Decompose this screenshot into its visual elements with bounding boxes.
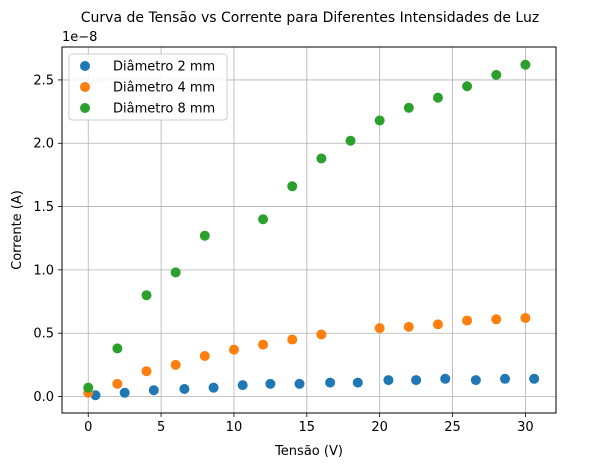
data-points — [83, 59, 540, 401]
series-3-point — [258, 214, 269, 225]
series-1-point — [237, 380, 248, 391]
series-2-point — [374, 323, 385, 334]
x-tick-label: 15 — [299, 420, 316, 435]
series-1-point — [440, 373, 451, 384]
series-3-point — [170, 267, 181, 278]
series-1-point — [208, 382, 219, 393]
series-2-point — [228, 344, 239, 355]
grid — [62, 47, 556, 413]
series-2-point — [170, 359, 181, 370]
series-1-point — [411, 375, 422, 386]
series-2-point — [112, 378, 123, 389]
series-2-point — [432, 319, 443, 330]
series-3-point — [316, 153, 327, 164]
legend-marker — [80, 61, 90, 71]
x-tick-label: 20 — [371, 420, 388, 435]
series-2-point — [462, 315, 473, 326]
series-3-point — [199, 230, 210, 241]
series-1-point — [325, 377, 336, 388]
y-axis-label: Corrente (A) — [10, 190, 25, 270]
series-3-point — [374, 115, 385, 126]
series-1-point — [383, 375, 394, 386]
series-2-point — [520, 313, 531, 324]
legend-label: Diâmetro 2 mm — [113, 60, 215, 75]
series-1-point — [529, 373, 540, 384]
series-3-point — [83, 382, 94, 393]
series-2-point — [258, 339, 269, 350]
series-3-point — [432, 92, 443, 103]
series-1-point — [294, 378, 305, 389]
series-1-point — [148, 385, 159, 396]
legend-label: Diâmetro 8 mm — [113, 102, 215, 117]
y-tick-label: 2.5 — [33, 73, 54, 88]
legend-marker — [80, 103, 90, 113]
chart-title: Curva de Tensão vs Corrente para Diferen… — [81, 10, 539, 26]
series-3-point — [345, 135, 356, 146]
y-tick-label: 2.0 — [33, 137, 54, 152]
y-tick-label: 0.0 — [33, 390, 54, 405]
y-tick-label: 0.5 — [33, 327, 54, 342]
x-tick-label: 0 — [84, 420, 92, 435]
x-tick-label: 5 — [157, 420, 165, 435]
x-tick-label: 30 — [517, 420, 534, 435]
series-2-point — [403, 321, 414, 332]
series-2-point — [141, 366, 152, 377]
series-2-point — [491, 314, 502, 325]
x-axis-label: Tensão (V) — [274, 444, 343, 459]
series-3-point — [491, 69, 502, 80]
legend-label: Diâmetro 4 mm — [113, 81, 215, 96]
series-3-point — [403, 102, 414, 113]
series-1-point — [352, 377, 363, 388]
series-1-point — [179, 383, 190, 394]
series-3-point — [520, 59, 531, 70]
plot-frame — [61, 46, 557, 414]
series-3-point — [112, 343, 123, 354]
x-tick-label: 25 — [444, 420, 461, 435]
series-3-point — [287, 181, 298, 192]
series-2-point — [316, 329, 327, 340]
series-2-point — [287, 334, 298, 345]
series-2-point — [199, 351, 210, 362]
legend-marker — [80, 82, 90, 92]
series-3-point — [462, 81, 473, 92]
series-1-point — [499, 373, 510, 384]
y-offset-label: 1e−8 — [62, 30, 97, 45]
series-1-point — [470, 375, 481, 386]
x-tick-label: 10 — [226, 420, 243, 435]
legend-box — [68, 53, 228, 121]
series-1-point — [265, 378, 276, 389]
series-3-point — [141, 290, 152, 301]
series-1-point — [119, 387, 130, 398]
legend: Diâmetro 2 mm Diâmetro 4 mm Diâmetro 8 mm — [68, 53, 228, 121]
y-tick-label: 1.0 — [33, 263, 54, 278]
y-tick-label: 1.5 — [33, 200, 54, 215]
axis-ticks: 0 5 10 15 20 25 30 0.0 0.5 1.0 1.5 2.0 2.5 — [33, 73, 533, 435]
